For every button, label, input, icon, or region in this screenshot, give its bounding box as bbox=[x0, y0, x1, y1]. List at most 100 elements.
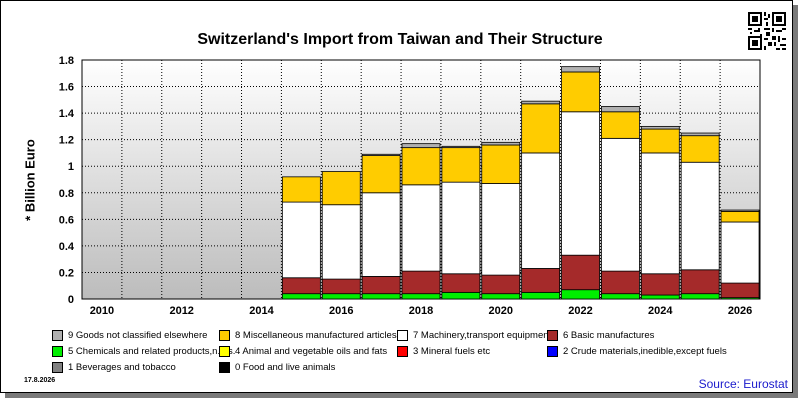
legend-label: 1 Beverages and tobacco bbox=[68, 362, 176, 373]
bar-segment bbox=[481, 274, 521, 295]
legend-item: 6 Basic manufactures bbox=[547, 330, 654, 341]
bar-segment bbox=[481, 183, 521, 276]
legend-swatch bbox=[547, 330, 558, 341]
bar-segment bbox=[561, 71, 600, 113]
bar-segment bbox=[521, 152, 561, 269]
y-tick-label: 0.2 bbox=[59, 267, 74, 279]
bar-segment bbox=[361, 153, 401, 156]
bar-segment bbox=[401, 184, 441, 272]
legend-swatch bbox=[397, 346, 408, 357]
bars bbox=[281, 66, 760, 300]
x-tick-label: 2012 bbox=[169, 305, 193, 317]
bar-segment bbox=[321, 204, 361, 280]
bar-segment bbox=[521, 268, 561, 293]
legend-label: 9 Goods not classified elsewhere bbox=[68, 330, 208, 341]
y-tick-label: 1.6 bbox=[59, 82, 74, 94]
legend-label: 2 Crude materials,inedible,except fuels bbox=[563, 346, 727, 357]
x-tick-label: 2014 bbox=[249, 305, 274, 317]
x-tick-label: 2022 bbox=[568, 305, 592, 317]
bar-segment bbox=[640, 294, 680, 300]
bar-segment bbox=[680, 161, 720, 271]
y-tick-label: 0 bbox=[68, 294, 74, 306]
legend-item: 1 Beverages and tobacco bbox=[52, 362, 176, 373]
legend-swatch bbox=[397, 330, 408, 341]
bar-segment bbox=[521, 291, 561, 300]
bar-segment bbox=[281, 293, 321, 300]
bar-segment bbox=[640, 125, 680, 130]
bar-segment bbox=[481, 144, 521, 184]
legend-item: 0 Food and live animals bbox=[219, 362, 335, 373]
bar-segment bbox=[561, 66, 600, 73]
y-tick-label: 0.8 bbox=[59, 188, 74, 200]
legend-swatch bbox=[52, 330, 63, 341]
legend-label: 6 Basic manufactures bbox=[563, 330, 655, 341]
bar-segment bbox=[321, 293, 361, 300]
bar-segment bbox=[680, 293, 720, 300]
bar-segment bbox=[361, 155, 401, 194]
bar-segment bbox=[441, 291, 481, 300]
legend-swatch bbox=[219, 346, 230, 357]
bar-segment bbox=[601, 270, 640, 295]
bar-segment bbox=[441, 181, 481, 275]
y-tick-label: 1 bbox=[68, 161, 74, 173]
bar-segment bbox=[401, 270, 441, 295]
bar-segment bbox=[561, 111, 600, 256]
legend-item: 5 Chemicals and related products,n.e.s. bbox=[52, 346, 235, 357]
legend-item: 4 Animal and vegetable oils and fats bbox=[219, 346, 387, 357]
bar-segment bbox=[441, 273, 481, 293]
bar-segment bbox=[601, 137, 640, 272]
legend-swatch bbox=[219, 330, 230, 341]
y-tick-label: 0.4 bbox=[59, 241, 75, 253]
y-axis-label: * Billion Euro bbox=[22, 139, 38, 221]
legend-label: 8 Miscellaneous manufactured articles bbox=[235, 330, 397, 341]
legend-item: 3 Mineral fuels etc bbox=[397, 346, 490, 357]
y-tick-label: 1.8 bbox=[59, 55, 74, 67]
legend-item: 8 Miscellaneous manufactured articles bbox=[219, 330, 397, 341]
legend-swatch bbox=[547, 346, 558, 357]
x-tick-label: 2016 bbox=[329, 305, 353, 317]
bar-segment bbox=[720, 209, 760, 212]
bar-segment bbox=[601, 106, 640, 113]
y-tick-labels: 0 0.2 0.4 0.6 0.8 1 1.2 1.4 1.6 1.8 bbox=[59, 55, 75, 306]
bar-segment bbox=[720, 282, 760, 299]
y-tick-label: 1.4 bbox=[59, 108, 75, 120]
bar-segment bbox=[401, 147, 441, 186]
legend-label: 7 Machinery,transport equipment bbox=[413, 330, 552, 341]
bar-segment bbox=[401, 143, 441, 149]
qr-code-icon[interactable] bbox=[748, 12, 786, 50]
bar-segment bbox=[640, 128, 680, 154]
y-tick-label: 1.2 bbox=[59, 135, 74, 147]
bar-segment bbox=[401, 293, 441, 300]
legend-swatch bbox=[219, 362, 230, 373]
bar-segment bbox=[441, 145, 481, 149]
bar-segment bbox=[521, 100, 561, 105]
bar-segment bbox=[680, 135, 720, 163]
bar-segment bbox=[281, 201, 321, 279]
x-tick-label: 2018 bbox=[409, 305, 433, 317]
x-tick-label: 2026 bbox=[728, 305, 752, 317]
bar-segment bbox=[361, 293, 401, 300]
legend-label: 3 Mineral fuels etc bbox=[413, 346, 491, 357]
source-link[interactable]: Source: Eurostat bbox=[698, 377, 788, 391]
bar-segment bbox=[640, 273, 680, 296]
x-tick-label: 2024 bbox=[648, 305, 673, 317]
bar-segment bbox=[321, 278, 361, 295]
date-stamp: 17.8.2026 bbox=[24, 377, 56, 384]
legend-label: 0 Food and live animals bbox=[235, 362, 336, 373]
legend-item: 2 Crude materials,inedible,except fuels bbox=[547, 346, 727, 357]
y-tick-label: 0.6 bbox=[59, 214, 74, 226]
bar-segment bbox=[601, 293, 640, 300]
legend: 9 Goods not classified elsewhere 8 Miscel… bbox=[52, 330, 772, 378]
bar-segment bbox=[281, 176, 321, 203]
chart-title: Switzerland's Import from Taiwan and The… bbox=[197, 31, 603, 48]
bar-segment bbox=[521, 103, 561, 154]
bar-segment bbox=[601, 111, 640, 139]
bar-segment bbox=[720, 210, 760, 223]
bar-segment bbox=[441, 147, 481, 183]
bar-segment bbox=[481, 293, 521, 300]
bar-segment bbox=[361, 276, 401, 295]
x-tick-label: 2020 bbox=[489, 305, 513, 317]
bar-segment bbox=[680, 132, 720, 137]
x-tick-labels: 2010 2012 2014 2016 2018 2020 2022 2024 2026 bbox=[90, 305, 753, 317]
